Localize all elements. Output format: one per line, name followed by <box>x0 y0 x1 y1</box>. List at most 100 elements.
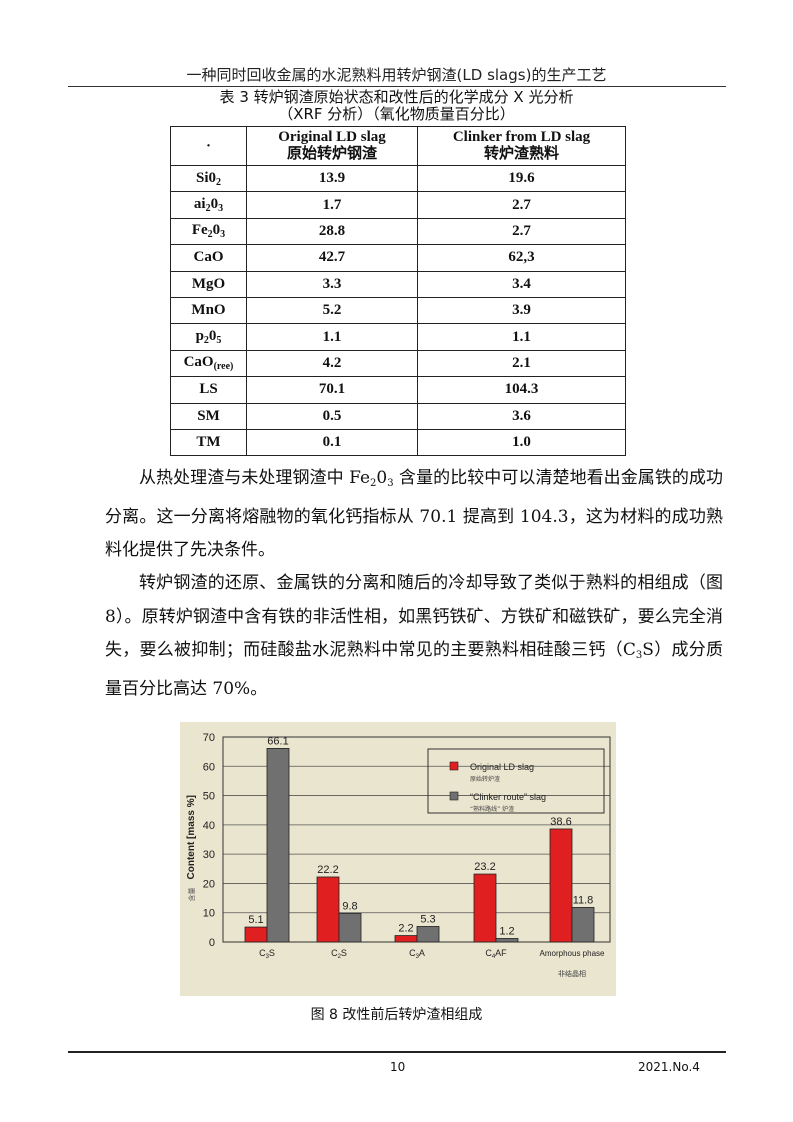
legend-label-zh: “熟料路线” 炉渣 <box>470 805 514 813</box>
clinker-value: 2.7 <box>417 217 626 246</box>
x-tick-label: C2S <box>331 948 347 960</box>
paragraph: 转炉钢渣的还原、金属铁的分离和随后的冷却导致了类似于熟料的相组成（图 8）。原转… <box>105 567 723 706</box>
original-value: 0.5 <box>246 402 418 430</box>
x-tick-label: Amorphous phase <box>540 949 605 958</box>
figure-8-chart: 0 10 20 30 40 50 60 70 Content [mass %] 含量 5.1 66.1… <box>180 722 616 996</box>
oxide-cell: p205 <box>170 323 247 351</box>
legend-swatch <box>449 791 459 801</box>
header-rule <box>68 86 726 87</box>
oxide-cell: Fe203 <box>170 217 247 246</box>
header-original-zh: 原始转炉钢渣 <box>286 146 377 162</box>
clinker-value: 3.4 <box>417 270 626 298</box>
data-label: 23.2 <box>474 861 495 873</box>
running-head: 一种同时回收金属的水泥熟料用转炉钢渣(LD slags)的生产工艺 <box>186 66 607 84</box>
table-row: MnO 5.2 3.9 <box>170 296 626 325</box>
original-value: 28.8 <box>246 217 418 246</box>
header-clinker-zh: 转炉渣熟料 <box>483 146 559 162</box>
oxide-cell: MgO <box>170 270 247 298</box>
original-value: 1.1 <box>246 323 418 351</box>
original-value: 5.2 <box>246 296 418 325</box>
clinker-value: 1.1 <box>417 323 626 351</box>
header-original-en: Original LD slag <box>278 129 386 145</box>
bar-clinker <box>416 926 440 943</box>
text: 0 <box>376 468 388 488</box>
table-row: Si02 13.9 19.6 <box>170 164 626 193</box>
y-tick-label: 30 <box>203 849 215 861</box>
table-row: TM 0.1 1.0 <box>170 428 626 457</box>
x-tick-note: 非结晶相 <box>558 969 586 978</box>
bar-clinker <box>571 907 595 943</box>
page-number: 10 <box>390 1060 406 1074</box>
clinker-value: 3.6 <box>417 402 626 430</box>
oxide-cell: CaO <box>170 244 247 272</box>
table-row: ai203 1.7 2.7 <box>170 191 626 219</box>
text: 从热处理渣与未处理钢渣中 Fe <box>139 468 371 488</box>
footer-rule <box>68 1051 726 1053</box>
legend-label-zh: 原始转炉渣 <box>470 775 500 783</box>
table-row: MgO 3.3 3.4 <box>170 270 626 298</box>
text: S）成分质量百分比高达 70%。 <box>105 640 723 699</box>
y-axis-label-zh: 含量 <box>187 888 196 902</box>
bar-chart: 0 10 20 30 40 50 60 70 Content [mass %] 含量 5.1 66.1… <box>186 732 611 978</box>
figure-caption: 图 8 改性前后转炉渣相组成 <box>310 1007 483 1023</box>
subscript: 2 <box>370 478 377 489</box>
header-clinker-en: Clinker from LD slag <box>452 129 591 145</box>
original-value: 13.9 <box>246 164 418 193</box>
table-row: CaO 42.7 62,3 <box>170 244 626 272</box>
original-value: 3.3 <box>246 270 418 298</box>
oxide-cell: SM <box>170 402 247 430</box>
bar-clinker <box>266 748 290 943</box>
original-value: 0.1 <box>246 428 418 457</box>
oxide-cell: Si02 <box>170 164 247 193</box>
y-tick-label: 60 <box>203 761 215 773</box>
data-label: 5.3 <box>420 913 435 925</box>
data-label: 1.2 <box>499 925 514 937</box>
y-tick-label: 10 <box>203 908 215 920</box>
oxide-cell: ai203 <box>170 191 247 219</box>
data-label: 11.8 <box>573 894 594 906</box>
table-caption-line2: （XRF 分析）（氧化物质量百分比） <box>278 105 515 123</box>
y-tick-label: 40 <box>203 820 215 832</box>
clinker-value: 19.6 <box>417 164 626 193</box>
text: 含量的比较中可以清楚地看出金属铁的成功分离。这一分离将熔融物的氧化钙指标从 70… <box>105 468 723 560</box>
data-label: 38.6 <box>550 816 571 828</box>
y-tick-label: 50 <box>203 791 215 803</box>
y-tick-label: 70 <box>203 732 215 744</box>
original-value: 70.1 <box>246 376 418 404</box>
clinker-value: 1.0 <box>417 428 626 457</box>
data-label: 2.2 <box>398 923 413 935</box>
legend-label: “Clinker route” slag <box>470 792 546 802</box>
clinker-value: 2.1 <box>417 349 626 378</box>
bar-original <box>244 926 268 943</box>
header-blank: · <box>170 126 247 166</box>
table-caption: 表 3 转炉钢渣原始状态和改性后的化学成分 X 光分析 （XRF 分析）（氧化物… <box>0 89 793 123</box>
subscript: 3 <box>635 650 643 661</box>
legend-label: Original LD slag <box>470 762 534 772</box>
y-axis-label: Content [mass %] <box>186 795 197 879</box>
x-tick-label: C3S <box>259 948 275 960</box>
legend-swatch <box>449 761 459 771</box>
x-tick-label: C4AF <box>485 948 507 960</box>
bar-clinker <box>338 912 362 943</box>
clinker-value: 104.3 <box>417 376 626 404</box>
table-caption-line1: 表 3 转炉钢渣原始状态和改性后的化学成分 X 光分析 <box>219 88 574 106</box>
clinker-value: 62,3 <box>417 244 626 272</box>
table-row: Fe203 28.8 2.7 <box>170 217 626 246</box>
oxide-cell: TM <box>170 428 247 457</box>
original-value: 1.7 <box>246 191 418 219</box>
table-row: CaO(ree) 4.2 2.1 <box>170 349 626 378</box>
paragraph: 从热处理渣与未处理钢渣中 Fe203 含量的比较中可以清楚地看出金属铁的成功分离… <box>105 462 723 568</box>
header-clinker: Clinker from LD slag 转炉渣熟料 <box>417 126 626 166</box>
bar-original <box>316 876 340 943</box>
oxide-cell: CaO(ree) <box>170 349 247 378</box>
y-tick-label: 0 <box>209 937 215 949</box>
data-label: 22.2 <box>317 864 338 876</box>
oxide-cell: MnO <box>170 296 247 325</box>
original-value: 42.7 <box>246 244 418 272</box>
bar-original <box>394 935 418 943</box>
bar-original <box>549 828 573 943</box>
table-row: SM 0.5 3.6 <box>170 402 626 430</box>
x-tick-label: C3A <box>409 948 425 960</box>
original-value: 4.2 <box>246 349 418 378</box>
table-row: p205 1.1 1.1 <box>170 323 626 351</box>
